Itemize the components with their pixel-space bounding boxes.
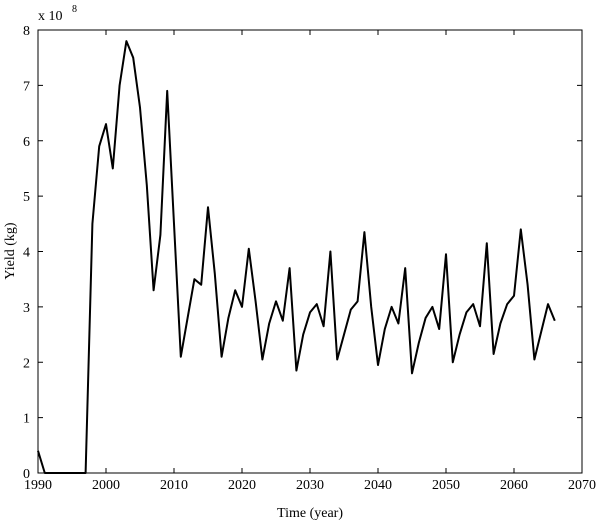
x-tick-label: 2010 xyxy=(160,478,188,493)
x-tick-label: 1990 xyxy=(24,478,52,493)
x-tick-label: 2020 xyxy=(228,478,256,493)
x-tick-label: 2040 xyxy=(364,478,392,493)
y-tick-label: 6 xyxy=(23,135,30,150)
y-tick-label: 8 xyxy=(23,24,30,39)
y-tick-label: 0 xyxy=(23,467,30,482)
axis-multiplier-exponent: 8 xyxy=(72,4,77,15)
y-tick-label: 5 xyxy=(23,190,30,205)
x-tick-label: 2070 xyxy=(568,478,596,493)
x-tick-label: 2030 xyxy=(296,478,324,493)
x-tick-label: 2060 xyxy=(500,478,528,493)
axis-multiplier: x 10 xyxy=(38,9,63,24)
y-axis-label: Yield (kg) xyxy=(3,222,18,279)
y-tick-label: 1 xyxy=(23,412,30,427)
y-tick-label: 7 xyxy=(23,79,30,94)
x-tick-label: 2050 xyxy=(432,478,460,493)
y-tick-label: 3 xyxy=(23,301,30,316)
x-tick-label: 2000 xyxy=(92,478,120,493)
y-tick-label: 4 xyxy=(23,246,30,261)
data-line xyxy=(37,40,556,474)
y-tick-label: 2 xyxy=(23,356,30,371)
x-axis-label: Time (year) xyxy=(277,506,343,521)
